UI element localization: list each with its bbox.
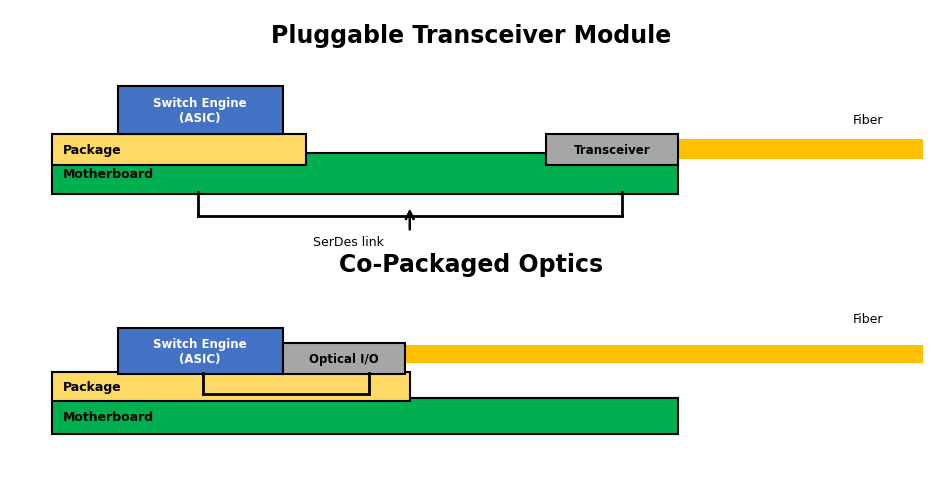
FancyBboxPatch shape: [283, 343, 405, 374]
Text: Motherboard: Motherboard: [63, 410, 154, 423]
FancyBboxPatch shape: [546, 134, 678, 166]
Text: Package: Package: [63, 380, 122, 393]
FancyBboxPatch shape: [52, 134, 306, 166]
FancyBboxPatch shape: [405, 345, 923, 363]
FancyBboxPatch shape: [52, 372, 410, 401]
Text: Fiber: Fiber: [853, 113, 883, 127]
Text: Switch Engine
(ASIC): Switch Engine (ASIC): [154, 337, 247, 366]
FancyBboxPatch shape: [52, 154, 678, 194]
Text: Pluggable Transceiver Module: Pluggable Transceiver Module: [271, 24, 671, 48]
FancyBboxPatch shape: [52, 398, 678, 434]
Text: Optical I/O: Optical I/O: [309, 352, 379, 365]
FancyBboxPatch shape: [678, 140, 923, 159]
FancyBboxPatch shape: [118, 86, 283, 134]
Text: SerDes link: SerDes link: [313, 235, 384, 248]
Text: Package: Package: [63, 144, 122, 156]
Text: Switch Engine
(ASIC): Switch Engine (ASIC): [154, 96, 247, 124]
Text: Fiber: Fiber: [853, 312, 883, 326]
Text: Transceiver: Transceiver: [574, 144, 651, 156]
Text: Motherboard: Motherboard: [63, 168, 154, 180]
FancyBboxPatch shape: [118, 329, 283, 374]
Text: Co-Packaged Optics: Co-Packaged Optics: [339, 252, 603, 276]
